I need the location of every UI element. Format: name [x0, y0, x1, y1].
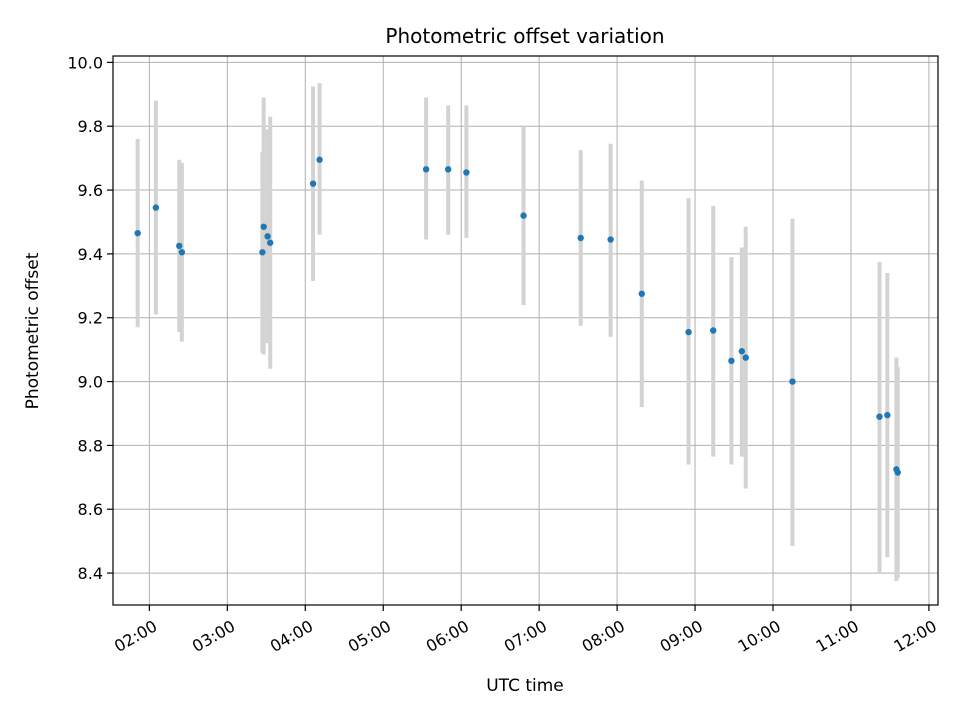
x-tick-label: 02:00 [111, 616, 160, 656]
data-point [894, 469, 901, 476]
x-tick-label: 08:00 [579, 616, 628, 656]
y-tick-label: 9.2 [78, 309, 103, 328]
data-point [267, 239, 274, 246]
y-tick-label: 10.0 [67, 53, 103, 72]
y-tick-label: 8.8 [78, 436, 103, 455]
x-tick-label: 06:00 [423, 616, 472, 656]
x-tick-label: 05:00 [345, 616, 394, 656]
data-point [176, 242, 183, 250]
chart-title: Photometric offset variation [385, 24, 664, 48]
y-tick-label: 8.6 [78, 500, 103, 519]
data-point [178, 249, 186, 256]
plot-frame [112, 55, 939, 606]
data-point [728, 357, 735, 365]
data-points [134, 156, 901, 476]
data-point [638, 290, 645, 297]
data-point [685, 328, 692, 336]
x-tick-label: 04:00 [267, 616, 316, 656]
data-point [738, 348, 746, 355]
data-point [710, 327, 717, 334]
data-point [742, 354, 749, 361]
y-tick-label: 9.6 [78, 181, 103, 200]
y-axis-ticks: 8.4 8.6 8.8 9.0 9.2 9.4 9.6 9.8 10.0 [67, 53, 113, 583]
data-point [259, 249, 266, 256]
data-point [577, 234, 584, 242]
data-point [134, 229, 141, 237]
data-point [789, 378, 796, 385]
x-tick-label: 11:00 [813, 616, 862, 656]
data-point [463, 169, 470, 176]
data-point [444, 166, 452, 173]
error-bars [135, 83, 900, 582]
x-tick-label: 07:00 [501, 616, 550, 656]
data-point [316, 156, 323, 163]
y-tick-label: 8.4 [78, 564, 103, 583]
y-tick-label: 9.0 [78, 373, 103, 392]
x-tick-label: 10:00 [735, 616, 784, 656]
y-tick-label: 9.8 [78, 117, 103, 136]
x-axis-title: UTC time [486, 676, 564, 696]
x-axis-ticks: 02:00 03:00 04:00 05:00 06:00 07:00 08:00 09:00… [111, 605, 940, 656]
data-point [520, 212, 527, 219]
x-tick-label: 03:00 [189, 616, 238, 656]
data-point [607, 236, 614, 243]
data-point [264, 233, 271, 240]
data-point [876, 413, 883, 420]
data-point [309, 180, 317, 187]
data-point [422, 166, 430, 173]
data-point [152, 204, 160, 211]
data-point [260, 223, 267, 230]
y-axis-title: Photometric offset [23, 252, 43, 409]
y-tick-label: 9.4 [78, 245, 103, 264]
data-point [884, 411, 891, 419]
x-tick-label: 09:00 [657, 616, 706, 656]
x-tick-label: 12:00 [890, 616, 939, 656]
